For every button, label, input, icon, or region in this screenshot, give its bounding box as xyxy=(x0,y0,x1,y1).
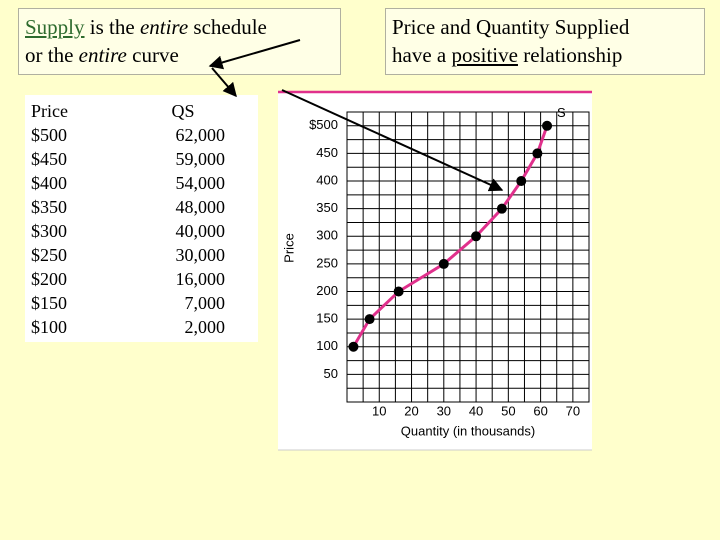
note-text: entire xyxy=(139,15,189,39)
note-text: positive xyxy=(451,43,518,67)
table-cell: 2,000 xyxy=(184,316,226,337)
y-tick-label: 150 xyxy=(316,311,338,326)
header-cell: Price xyxy=(31,100,68,121)
table-cell: 62,000 xyxy=(175,124,226,145)
data-point xyxy=(393,286,404,297)
table-row: $300 40,000 xyxy=(31,219,225,243)
note-line: Price and Quantity Supplied xyxy=(392,13,698,41)
table-cell: 48,000 xyxy=(175,196,226,217)
y-tick-label: 200 xyxy=(316,283,338,298)
y-tick-label: 450 xyxy=(316,145,338,160)
y-tick-label: 400 xyxy=(316,172,338,187)
x-tick-label: 60 xyxy=(533,403,547,418)
x-tick-label: 10 xyxy=(372,403,386,418)
table-row: $100 2,000 xyxy=(31,315,225,339)
y-tick-label: 250 xyxy=(316,255,338,270)
y-tick-label: 300 xyxy=(316,228,338,243)
note-text: entire xyxy=(78,43,127,67)
data-point xyxy=(471,231,482,242)
note-text: have a xyxy=(392,43,447,67)
data-point xyxy=(542,120,553,131)
y-tick-label: 50 xyxy=(324,366,338,381)
note-text: or the xyxy=(25,43,74,67)
data-point xyxy=(348,341,359,352)
header-cell: QS xyxy=(171,100,195,121)
plot-frame xyxy=(346,111,590,403)
table-cell: $400 xyxy=(31,172,67,193)
arrow xyxy=(211,67,237,98)
y-tick-label: 350 xyxy=(316,200,338,215)
y-tick-label: $500 xyxy=(309,117,338,132)
table-row: $350 48,000 xyxy=(31,195,225,219)
x-tick-label: 40 xyxy=(469,403,483,418)
table-cell: $350 xyxy=(31,196,67,217)
table-row: $250 30,000 xyxy=(31,243,225,267)
x-tick-label: 70 xyxy=(566,403,580,418)
data-point xyxy=(496,203,507,214)
x-tick-label: 20 xyxy=(404,403,418,418)
right-note: Price and Quantity Supplied have a posit… xyxy=(385,8,705,75)
table-row: $450 59,000 xyxy=(31,147,225,171)
table-cell: 40,000 xyxy=(175,220,226,241)
supply-schedule: Price QS $500 62,000 $450 59,000 $400 54,000 $… xyxy=(25,95,258,342)
table: Price QS $500 62,000 $450 59,000 $400 54,000 $… xyxy=(31,99,225,339)
note-text: Supply xyxy=(25,15,85,39)
table-row: $200 16,000 xyxy=(31,267,225,291)
table-cell: $150 xyxy=(31,292,67,313)
note-text: Price and Quantity Supplied xyxy=(392,15,630,39)
x-axis-label: Quantity (in thousands) xyxy=(401,423,535,438)
note-text: relationship xyxy=(523,43,623,67)
table-cell: 16,000 xyxy=(175,268,226,289)
arrow xyxy=(281,89,504,192)
table-cell: $450 xyxy=(31,148,67,169)
data-point xyxy=(532,148,543,159)
table-cell: $500 xyxy=(31,124,67,145)
table-cell: 7,000 xyxy=(184,292,226,313)
note-line: or the entire curve xyxy=(25,41,334,69)
left-note: Supply is the entire schedule or the ent… xyxy=(18,8,341,75)
data-point xyxy=(438,258,449,269)
data-point xyxy=(516,176,527,187)
table-cell: $300 xyxy=(31,220,67,241)
table-row: $150 7,000 xyxy=(31,291,225,315)
table-cell: $100 xyxy=(31,316,67,337)
x-tick-label: 50 xyxy=(501,403,515,418)
table-row: $500 62,000 xyxy=(31,123,225,147)
table-row: $400 54,000 xyxy=(31,171,225,195)
note-text: schedule xyxy=(193,15,267,39)
series-label: S xyxy=(557,105,566,120)
note-line: have a positive relationship xyxy=(392,41,698,69)
table-cell: 30,000 xyxy=(175,244,226,265)
data-point xyxy=(364,314,375,325)
table-cell: 54,000 xyxy=(175,172,226,193)
note-text: is the xyxy=(89,15,135,39)
x-tick-label: 30 xyxy=(437,403,451,418)
note-text: curve xyxy=(132,43,179,67)
table-cell: 59,000 xyxy=(175,148,226,169)
arrow xyxy=(208,39,301,70)
y-axis-label: Price xyxy=(281,233,296,263)
table-cell: $250 xyxy=(31,244,67,265)
y-tick-label: 100 xyxy=(316,338,338,353)
note-line: Supply is the entire schedule xyxy=(25,13,334,41)
table-cell: $200 xyxy=(31,268,67,289)
